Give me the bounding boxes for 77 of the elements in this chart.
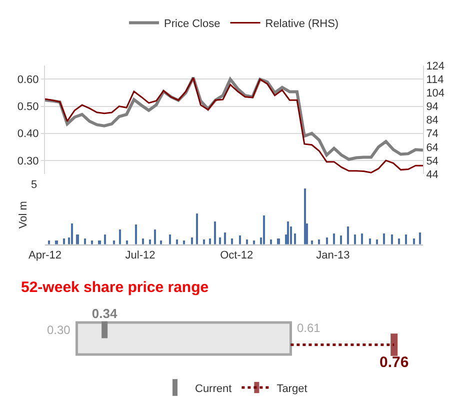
bar (183, 240, 185, 244)
bar (391, 234, 393, 244)
bar (135, 224, 137, 244)
bar (318, 239, 320, 244)
bar (126, 240, 128, 244)
bar (84, 238, 86, 244)
bar (149, 239, 151, 244)
bar (196, 213, 198, 244)
x-tick-label: Apr-12 (28, 250, 62, 262)
text: 0.30 (47, 323, 71, 337)
legend-label: Relative (RHS) (265, 18, 339, 30)
text: 0.61 (297, 321, 321, 335)
y2-tick-label: 94 (426, 101, 438, 114)
bar (311, 240, 313, 244)
y2-tick-label: 114 (426, 74, 444, 86)
bar (154, 229, 156, 244)
y2-tick-label: 124 (426, 60, 445, 73)
bar (104, 234, 106, 244)
y-tick-label: 0.50 (17, 101, 39, 114)
y2-tick-label: 54 (426, 155, 438, 168)
bar (113, 240, 115, 244)
y2-tick-label: 64 (426, 142, 438, 154)
bar (219, 237, 221, 244)
y2-tick-label: 44 (426, 168, 438, 181)
y2-tick-label: 74 (426, 128, 438, 140)
bar (71, 223, 73, 244)
bar (413, 238, 415, 244)
bar (333, 233, 335, 244)
y-tick-label: 0.40 (17, 128, 39, 140)
y2-tick-label: 104 (426, 88, 445, 100)
bar (277, 238, 280, 244)
bar (347, 226, 349, 244)
legend-label: Current (195, 382, 232, 395)
bar (354, 234, 356, 244)
bar (91, 240, 93, 244)
bar (398, 238, 400, 244)
bar (304, 188, 306, 244)
bar (214, 221, 216, 244)
bar (340, 235, 342, 244)
bar (326, 237, 328, 244)
bar (246, 239, 248, 244)
bar (270, 239, 272, 244)
bar (376, 239, 378, 244)
bar (419, 232, 421, 244)
bar (76, 234, 79, 244)
bar (169, 234, 171, 244)
y-axis-title: Vol m (18, 201, 30, 229)
bar (63, 238, 65, 244)
bar (191, 237, 193, 244)
bar (142, 238, 144, 244)
bar (383, 233, 385, 244)
text: 52-week share price range (21, 279, 209, 296)
legend-label: Price Close (164, 18, 220, 30)
bar (369, 238, 371, 244)
legend-label: Target (276, 382, 308, 395)
text: 5 (31, 179, 38, 191)
bar (224, 232, 226, 244)
y-tick-label: 0.30 (17, 155, 39, 168)
bar (48, 240, 50, 244)
bar (405, 234, 407, 244)
bar (361, 233, 363, 244)
bar (253, 240, 255, 244)
bar (287, 221, 289, 244)
x-tick-label: Oct-12 (220, 250, 254, 262)
bar (119, 229, 121, 244)
bar (176, 239, 178, 244)
bar (203, 239, 205, 244)
bar (294, 233, 296, 244)
bar (209, 238, 211, 244)
x-tick-label: Jul-12 (125, 250, 156, 262)
bar (263, 215, 265, 244)
y2-tick-label: 84 (426, 114, 438, 127)
bar (239, 235, 241, 244)
bar (231, 238, 233, 244)
y-tick-label: 0.60 (17, 74, 39, 86)
bar (160, 240, 162, 244)
x-tick-label: Jan-13 (316, 250, 350, 262)
